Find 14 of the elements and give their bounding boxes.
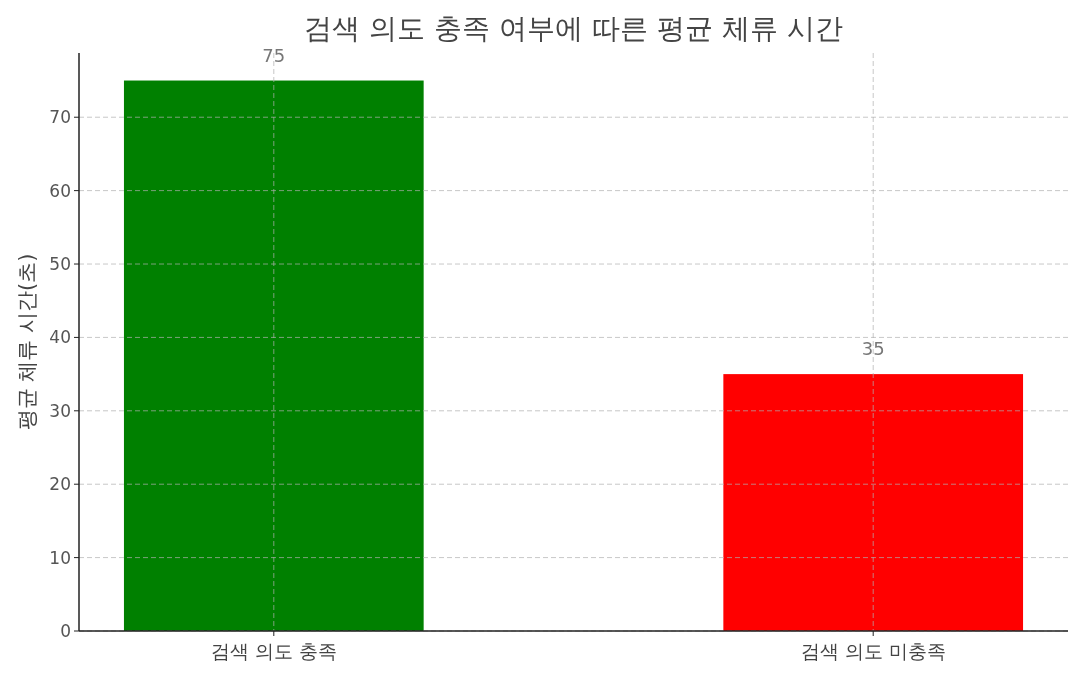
y-tick-label: 50 <box>49 254 71 275</box>
x-tick-label: 검색 의도 미충족 <box>800 640 946 662</box>
data-label: 75 <box>262 44 286 66</box>
y-axis-title: 평균 체류 시간(초) <box>15 253 39 431</box>
data-label: 35 <box>861 338 885 360</box>
y-tick-label: 40 <box>49 327 71 348</box>
y-tick-label: 30 <box>49 400 71 421</box>
chart-title: 검색 의도 충족 여부에 따른 평균 체류 시간 <box>304 12 843 45</box>
y-tick-label: 10 <box>49 547 71 568</box>
y-tick-label: 60 <box>49 180 71 201</box>
y-tick-label: 0 <box>60 621 71 641</box>
x-tick-label: 검색 의도 충족 <box>210 640 337 662</box>
y-tick-label: 20 <box>49 474 71 495</box>
y-tick-label: 70 <box>49 107 71 128</box>
